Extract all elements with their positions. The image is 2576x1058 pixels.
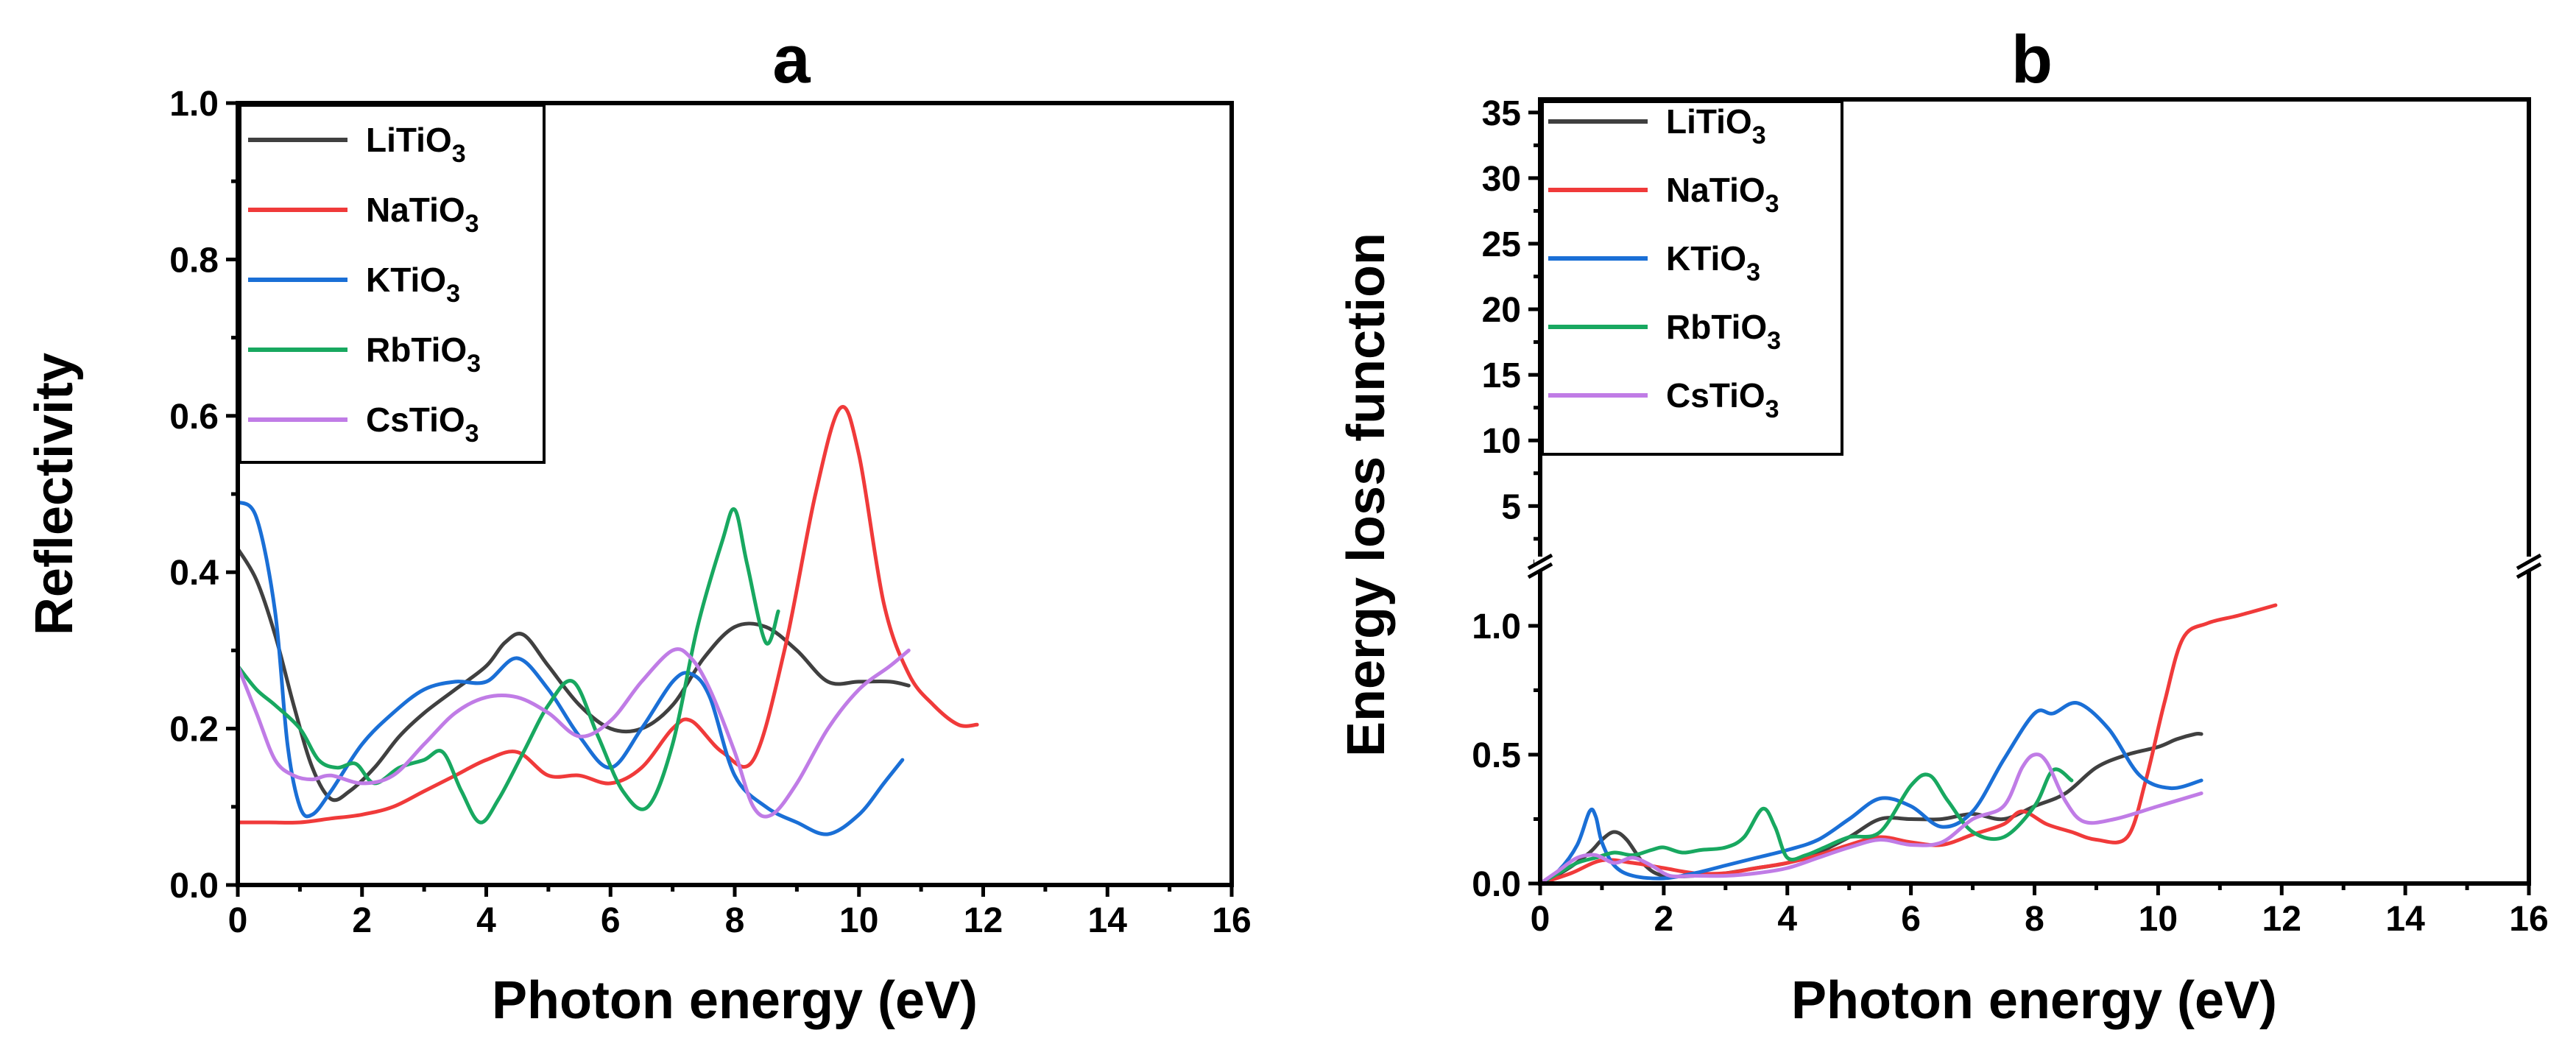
panel-b-x-tick-label: 2	[1654, 900, 1674, 939]
panel-a-x-tick-label: 14	[1088, 901, 1128, 940]
panel-b-upper-y-tick-label: 30	[1482, 160, 1521, 199]
panel-b-series-line-cstio3	[1538, 752, 2203, 886]
panel-b-legend-label-litio3: LiTiO3	[1666, 102, 1766, 149]
panel-a-letter: a	[772, 22, 811, 97]
panel-a-reflectivity-chart: a 0 2 4 6 8 10 12 14 16 0.0 0.2 0.4 0.6 0.8 1.0 Reflec…	[25, 22, 1252, 1030]
panel-a-series-line-cstio3	[236, 647, 911, 819]
panel-b-legend: LiTiO3 NaTiO3 KTiO3 RbTiO3 CsTiO3	[1541, 100, 1843, 456]
panel-b-axis-break-marks	[1527, 553, 2542, 579]
panel-b-x-tick-label: 12	[2262, 900, 2301, 939]
panel-b-axis-ticks: 0 2 4 6 8 10 12 14 16 0.0 0.5 1.0 5 10 15 20 25 30 35	[1472, 94, 2548, 939]
panel-a-series-group	[236, 405, 979, 836]
panel-b-x-tick-label: 4	[1777, 900, 1797, 939]
panel-a-y-tick-label: 0.0	[169, 867, 219, 906]
panel-b-x-tick-label: 16	[2509, 900, 2548, 939]
panel-a-y-tick-label: 0.4	[169, 554, 219, 593]
panel-a-x-tick-label: 12	[964, 901, 1003, 940]
panel-a-y-tick-label: 0.8	[169, 241, 219, 280]
panel-a-x-tick-label: 10	[839, 901, 878, 940]
panel-a-y-tick-label: 0.2	[169, 710, 219, 750]
panel-b-lower-y-tick-label: 1.0	[1472, 607, 1521, 646]
panel-a-legend: LiTiO3 NaTiO3 KTiO3 RbTiO3 CsTiO3	[239, 104, 546, 464]
panel-a-x-tick-label: 16	[1212, 901, 1251, 940]
panel-b-upper-y-tick-label: 25	[1482, 225, 1521, 264]
panel-b-upper-y-tick-label: 15	[1482, 356, 1521, 395]
panel-b-letter: b	[2011, 22, 2053, 97]
axis-break-slash-left-1	[1527, 553, 1553, 571]
panel-b-x-tick-label: 8	[2025, 900, 2044, 939]
axis-break-slash-right-2	[2516, 562, 2542, 579]
panel-a-legend-label-rbtio3: RbTiO3	[366, 331, 481, 378]
panel-b-energy-loss-chart: b 0 2 4 6 8 10 12 14 16 0.0 0.5 1.0 5 10 15 20 25 30 35 En…	[1337, 22, 2549, 1030]
panel-b-x-axis-title: Photon energy (eV)	[1791, 971, 2277, 1030]
panel-a-y-tick-label: 1.0	[169, 85, 219, 124]
panel-b-legend-label-rbtio3: RbTiO3	[1666, 308, 1781, 355]
panel-b-series-line-natio3	[1538, 603, 2278, 886]
panel-a-x-axis-title: Photon energy (eV)	[492, 971, 978, 1030]
panel-b-y-axis-title: Energy loss function	[1337, 233, 1396, 757]
panel-b-upper-y-tick-label: 10	[1482, 422, 1521, 461]
panel-b-lower-y-tick-label: 0.5	[1472, 736, 1521, 775]
panel-b-x-tick-label: 14	[2385, 900, 2425, 939]
panel-b-series-group	[1538, 603, 2278, 886]
panel-a-x-tick-label: 2	[352, 901, 372, 940]
panel-b-upper-y-tick-label: 5	[1501, 487, 1521, 526]
panel-a-legend-label-ktio3: KTiO3	[366, 261, 460, 308]
panel-b-x-tick-label: 6	[1901, 900, 1921, 939]
panel-a-x-tick-label: 6	[601, 901, 621, 940]
panel-a-x-tick-label: 4	[476, 901, 496, 940]
panel-a-series-line-litio3	[236, 546, 911, 803]
panel-a-series-line-rbtio3	[236, 507, 780, 825]
panel-b-legend-label-cstio3: CsTiO3	[1666, 376, 1779, 423]
panel-a-y-tick-label: 0.6	[169, 398, 219, 437]
panel-a-y-axis-title: Reflectivity	[25, 353, 84, 635]
panel-a-legend-label-cstio3: CsTiO3	[366, 401, 479, 448]
panel-b-lower-y-tick-label: 0.0	[1472, 865, 1521, 904]
panel-b-legend-label-ktio3: KTiO3	[1666, 239, 1760, 286]
panel-b-legend-label-natio3: NaTiO3	[1666, 171, 1779, 218]
panel-b-x-tick-label: 0	[1531, 900, 1550, 939]
panel-a-legend-label-litio3: LiTiO3	[366, 121, 466, 168]
panel-a-legend-label-natio3: NaTiO3	[366, 191, 479, 238]
panel-b-x-tick-label: 10	[2139, 900, 2178, 939]
panel-b-series-line-ktio3	[1538, 701, 2203, 886]
axis-break-slash-left-2	[1527, 562, 1553, 579]
panel-a-x-tick-label: 0	[228, 901, 248, 940]
panel-b-upper-y-tick-label: 35	[1482, 94, 1521, 133]
panel-a-axis-ticks: 0 2 4 6 8 10 12 14 16 0.0 0.2 0.4 0.6 0.8 1.0	[169, 85, 1251, 940]
axis-break-slash-right-1	[2516, 553, 2542, 571]
panel-a-x-tick-label: 8	[725, 901, 745, 940]
panel-b-series-line-rbtio3	[1538, 767, 2074, 886]
panel-a-legend-box	[239, 104, 546, 464]
panel-b-upper-y-tick-label: 20	[1482, 291, 1521, 330]
panel-a-series-line-natio3	[236, 405, 979, 825]
